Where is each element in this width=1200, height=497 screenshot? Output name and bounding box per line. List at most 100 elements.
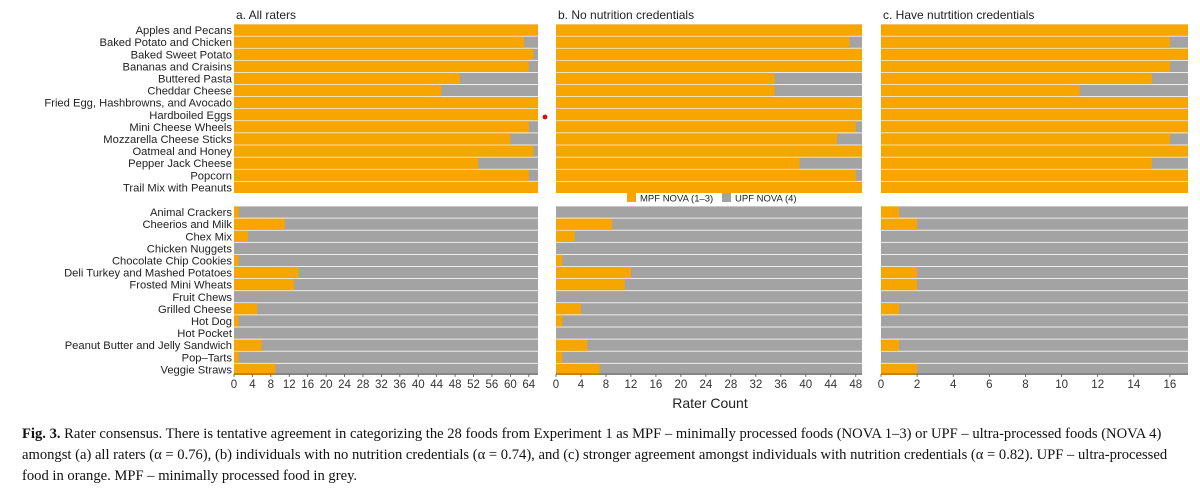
bar-mpf [556,169,856,181]
food-label: Chocolate Chip Cookies [112,255,232,267]
bar-mpf [556,109,862,121]
bar-mpf [881,218,918,230]
bar-upf [881,242,1188,254]
legend-swatch-upf [722,193,731,202]
bar-upf [556,327,862,339]
food-label: Apples and Pecans [136,25,233,37]
bar-mpf [556,72,775,85]
x-tick-label: 52 [467,379,480,391]
bar-mpf [556,266,631,279]
food-label: Trail Mix with Peanuts [123,182,232,194]
food-label: Bananas and Craisins [123,61,233,73]
bar-mpf [881,206,900,218]
food-label: Chex Mix [185,231,232,243]
x-tick-label: 4 [249,379,256,391]
bar-mpf [556,181,862,193]
food-label: Baked Sweet Potato [131,49,232,61]
bar-mpf [556,24,862,36]
bar-mpf [556,230,575,242]
x-tick-label: 44 [824,379,837,391]
bar-upf [234,291,538,303]
x-tick-label: 14 [1127,379,1140,391]
bar-mpf [234,60,529,72]
bar-upf [234,254,538,267]
bar-mpf [881,303,900,315]
bar-upf [234,339,538,351]
bar-mpf [556,363,600,375]
bar-upf [881,303,1188,315]
bar-upf [234,230,538,242]
bar-mpf [234,24,538,36]
bar-mpf [234,84,442,97]
bar-mpf [556,97,862,109]
bar-mpf [556,60,862,72]
bar-mpf [234,169,529,181]
bar-mpf [234,97,538,109]
food-label: Mozzarella Cheese Sticks [103,134,232,146]
food-label: Pepper Jack Cheese [128,158,232,170]
bar-mpf [881,279,918,291]
bar-mpf [234,279,294,291]
bar-mpf [234,230,248,242]
bar-upf [556,254,862,267]
bar-mpf [556,351,563,363]
bar-mpf [556,279,625,291]
bar-mpf [234,121,529,133]
bar-mpf [881,169,1188,181]
panel-title-a: a. All raters [236,8,296,22]
bar-mpf [556,36,850,48]
x-tick-label: 16 [1164,379,1177,391]
bar-mpf [234,48,534,60]
bar-mpf [881,97,1188,109]
x-tick-label: 28 [357,379,370,391]
bar-upf [234,266,538,279]
figure-caption: Fig. 3. Rater consensus. There is tentat… [22,424,1182,487]
x-tick-label: 60 [504,379,517,391]
caption-label: Fig. 3. [22,426,61,442]
x-tick-label: 8 [603,379,609,391]
x-tick-label: 20 [320,379,333,391]
bar-mpf [881,48,1188,60]
bar-mpf [881,60,1170,72]
food-label: Hot Pocket [177,328,233,340]
caption-text: Rater consensus. There is tentative agre… [22,426,1168,484]
bar-upf [234,327,538,339]
food-label: Frosted Mini Wheats [129,280,232,292]
legend-label-upf: UPF NOVA (4) [735,194,797,205]
bar-upf [234,363,538,375]
food-label: Peanut Butter and Jelly Sandwich [65,340,232,352]
bar-mpf [556,254,563,267]
bar-upf [881,206,1188,218]
bar-mpf [556,84,775,97]
panel-c: c. Have nutrtition credentials 0 2 4 6 8 10 12 1… [878,8,1188,391]
bar-mpf [234,339,262,351]
x-tick-label: 24 [338,379,351,391]
x-tick-label: 0 [231,379,237,391]
bar-mpf [234,206,239,218]
bar-upf [234,315,538,327]
marker-dot [542,114,548,120]
legend: MPF NOVA (1–3) UPF NOVA (4) [627,193,797,205]
food-label: Chicken Nuggets [147,243,233,255]
x-axis-title: Rater Count [672,395,748,411]
bar-mpf [881,36,1170,48]
food-label: Veggie Straws [160,364,232,376]
food-label: Grilled Cheese [158,304,232,316]
x-tick-label: 36 [393,379,406,391]
x-tick-label: 16 [301,379,314,391]
bar-upf [881,351,1188,363]
bar-upf [881,291,1188,303]
bar-upf [556,291,862,303]
food-label: Animal Crackers [150,207,232,219]
bar-upf [556,279,862,291]
bar-mpf [881,72,1152,85]
bar-mpf [234,363,276,375]
bar-mpf [234,157,479,169]
bar-mpf [881,133,1170,145]
bar-mpf [234,266,299,279]
food-label: Fruit Chews [172,292,232,304]
food-label: Mini Cheese Wheels [129,122,232,134]
x-tick-label: 0 [878,379,884,391]
